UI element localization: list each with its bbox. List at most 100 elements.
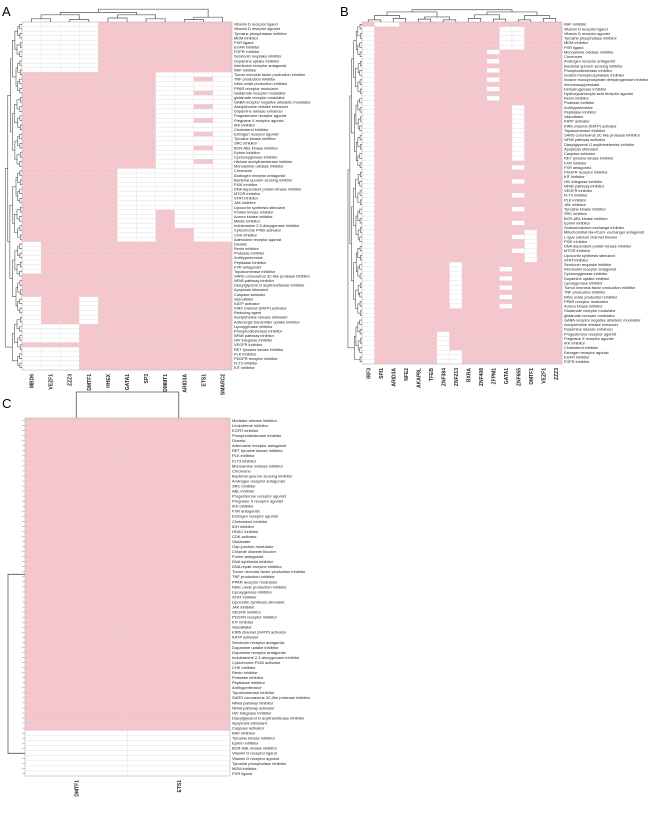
heatmap-cell <box>524 289 538 295</box>
heatmap-cell <box>486 308 500 314</box>
heatmap-cell <box>98 337 118 343</box>
dendrogram-branch <box>359 125 362 131</box>
heatmap-cell <box>486 243 500 249</box>
heatmap-cell <box>98 177 118 183</box>
heatmap-cell <box>486 54 500 60</box>
heatmap-cell <box>212 108 233 114</box>
heatmap-cell <box>474 322 488 328</box>
row-label: Inosine monophosphate dehydrogenase inhi… <box>564 77 649 82</box>
heatmap-cell <box>79 127 99 133</box>
heatmap-cell <box>374 95 388 101</box>
row-label: BCR-ABL kinase inhibitor <box>564 216 608 221</box>
heatmap-cell <box>174 159 194 165</box>
heatmap-cell <box>524 77 538 83</box>
heatmap-cell <box>40 186 61 192</box>
heatmap-cell <box>449 146 463 152</box>
heatmap-cell <box>461 359 475 365</box>
heatmap-cell <box>411 109 425 115</box>
heatmap-cell <box>117 127 137 133</box>
heatmap-cell <box>127 498 231 504</box>
heatmap-cell <box>24 639 128 646</box>
heatmap-cell <box>174 122 194 128</box>
heatmap-cell <box>21 177 42 183</box>
heatmap-cell <box>24 735 128 741</box>
heatmap-cell <box>193 246 214 252</box>
row-label: Mitochondrial Na+/Ca2+ exchanger antagon… <box>564 230 645 235</box>
heatmap-cell <box>449 313 463 318</box>
heatmap-cell <box>536 303 550 309</box>
row-label: Pregnane X receptor agonist <box>234 118 284 123</box>
row-label: Diuretic <box>234 241 247 246</box>
heatmap-cell <box>449 81 463 87</box>
heatmap-cell <box>449 72 463 78</box>
heatmap-cell <box>79 136 99 142</box>
heatmap-cell <box>79 90 99 96</box>
heatmap-cell <box>411 146 425 152</box>
heatmap-cell <box>386 31 400 37</box>
heatmap-cell <box>449 77 463 83</box>
heatmap-cell <box>424 77 438 83</box>
row-label: SRC inhibitor <box>564 211 588 216</box>
heatmap-cell <box>79 282 99 288</box>
dendrogram-branch <box>359 208 362 215</box>
heatmap-cell <box>136 365 156 371</box>
heatmap-cell <box>424 285 438 291</box>
row-label: PLK inhibitor <box>234 351 257 356</box>
heatmap-cell <box>411 225 425 231</box>
heatmap-cell <box>461 169 475 175</box>
heatmap-cell <box>449 114 463 120</box>
heatmap-cell <box>40 113 61 119</box>
heatmap-cell <box>474 151 488 157</box>
heatmap-cell <box>21 195 42 201</box>
heatmap-cell <box>40 72 61 78</box>
heatmap-cell <box>511 137 525 143</box>
heatmap-cell <box>486 40 500 46</box>
heatmap-cell <box>511 151 525 157</box>
heatmap-cell <box>193 72 214 78</box>
heatmap-cell <box>499 280 513 286</box>
heatmap-cell <box>174 53 194 59</box>
heatmap-cell <box>136 223 156 229</box>
heatmap-cell <box>474 123 488 129</box>
heatmap-cell <box>449 40 463 46</box>
heatmap-cell <box>374 68 388 73</box>
row-label: Bacterial quorum sensing inhibitor <box>564 63 623 68</box>
heatmap-cell <box>511 128 525 134</box>
heatmap-cell <box>193 351 214 357</box>
heatmap-cell <box>424 40 438 46</box>
heatmap-cell <box>24 705 128 711</box>
heatmap-cell <box>511 146 525 152</box>
heatmap-cell <box>424 340 438 346</box>
heatmap-cell <box>549 188 563 194</box>
heatmap-cell <box>436 308 450 314</box>
heatmap-cell <box>79 259 99 265</box>
heatmap-cell <box>549 91 563 97</box>
heatmap-cell <box>511 322 525 328</box>
heatmap-cell <box>486 155 500 161</box>
heatmap-cell <box>155 177 175 183</box>
heatmap-cell <box>411 31 425 37</box>
heatmap-cell <box>411 58 425 64</box>
heatmap-cell <box>536 225 550 231</box>
heatmap-cell <box>193 218 214 224</box>
heatmap-cell <box>40 191 61 197</box>
heatmap-cell <box>474 178 488 184</box>
heatmap-cell <box>374 118 388 124</box>
heatmap-cell <box>461 354 475 360</box>
heatmap-cell <box>524 280 538 286</box>
heatmap-cell <box>424 86 438 92</box>
dendrogram-branch <box>69 19 90 22</box>
heatmap-cell <box>374 183 388 189</box>
heatmap-cell <box>79 195 99 201</box>
heatmap-cell <box>386 336 400 342</box>
heatmap-cell <box>212 140 233 146</box>
heatmap-cell <box>524 151 538 157</box>
row-label: Leukotriene inhibitor <box>232 423 269 428</box>
heatmap-cell <box>461 285 475 291</box>
heatmap-cell <box>524 340 538 346</box>
heatmap-cell <box>361 354 375 360</box>
heatmap-cell <box>411 202 425 208</box>
heatmap-cell <box>499 146 513 152</box>
heatmap-cell <box>136 131 156 137</box>
heatmap-cell <box>374 257 388 263</box>
